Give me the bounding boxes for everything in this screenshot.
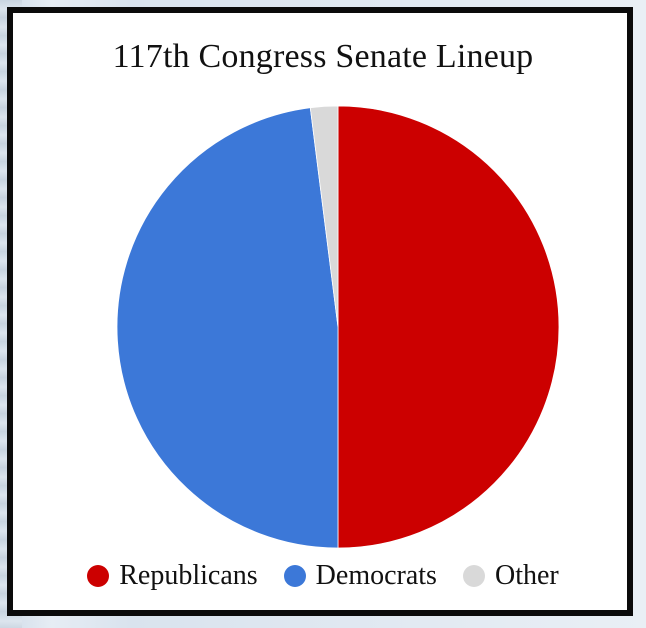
chart-legend: Republicans Democrats Other: [0, 560, 646, 592]
legend-item-republicans: Republicans: [87, 560, 258, 592]
pie-slice-other: [309, 105, 339, 328]
legend-swatch-other: [462, 565, 485, 587]
legend-item-other: Other: [462, 560, 559, 592]
pie-slices: [116, 105, 560, 549]
legend-item-democrats: Democrats: [283, 560, 437, 592]
pie-slice-republicans: [337, 105, 560, 549]
legend-label-republicans: Republicans: [119, 560, 258, 591]
chart-title: 117th Congress Senate Lineup: [112, 38, 534, 75]
pie-slice-democrats: [116, 107, 339, 549]
legend-label-democrats: Democrats: [315, 560, 437, 591]
legend-label-other: Other: [494, 560, 559, 591]
legend-swatch-republicans: [87, 565, 110, 587]
legend-swatch-democrats: [283, 565, 306, 587]
